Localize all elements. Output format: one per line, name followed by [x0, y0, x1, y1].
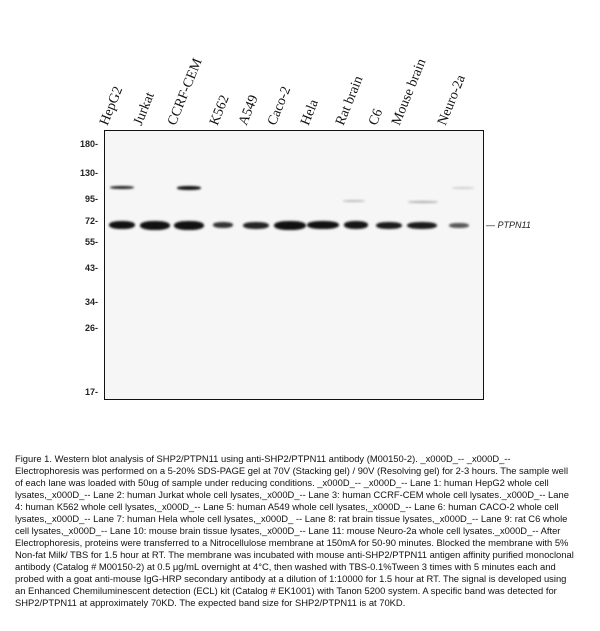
marker-label: 95-: [84, 194, 98, 204]
lane-label: Hela: [298, 97, 322, 128]
ptpn11-band: [407, 221, 437, 229]
nonspecific-band: [110, 186, 134, 189]
marker-label: 72-: [84, 216, 98, 226]
lane-label: CCRF-CEM: [165, 56, 206, 128]
nonspecific-band: [408, 201, 438, 203]
lane-label: A549: [236, 93, 262, 128]
marker-label: 26-: [84, 323, 98, 333]
ptpn11-band: [449, 222, 469, 228]
lane-label: Neuro-2a: [435, 72, 469, 128]
marker-label: 55-: [84, 237, 98, 247]
ptpn11-band: [243, 221, 269, 229]
ptpn11-band: [213, 222, 233, 228]
lane-label: Mouse brain: [389, 56, 430, 128]
ptpn11-band: [274, 220, 306, 230]
marker-label: 34-: [84, 297, 98, 307]
nonspecific-band: [177, 186, 201, 190]
ptpn11-band: [174, 220, 204, 230]
lane-label: Rat brain: [333, 74, 367, 128]
target-band-label: — PTPN11: [486, 220, 531, 230]
nonspecific-band: [343, 200, 365, 202]
lane-label: Caco-2: [265, 84, 295, 128]
lane-label: HepG2: [97, 84, 127, 128]
ptpn11-band: [307, 221, 339, 229]
ptpn11-band: [109, 221, 135, 229]
ptpn11-band: [140, 220, 170, 230]
ptpn11-band: [344, 221, 368, 229]
marker-label: 130-: [79, 168, 98, 178]
blot-membrane: [104, 130, 484, 400]
ptpn11-band: [376, 221, 402, 229]
lane-label: K562: [207, 93, 233, 128]
lane-label: Jurkat: [131, 90, 158, 128]
figure-caption: Figure 1. Western blot analysis of SHP2/…: [15, 453, 574, 608]
marker-label: 180-: [79, 139, 98, 149]
marker-label: 17-: [84, 387, 98, 397]
nonspecific-band: [452, 187, 474, 189]
lane-label: C6: [366, 106, 387, 128]
marker-label: 43-: [84, 263, 98, 273]
